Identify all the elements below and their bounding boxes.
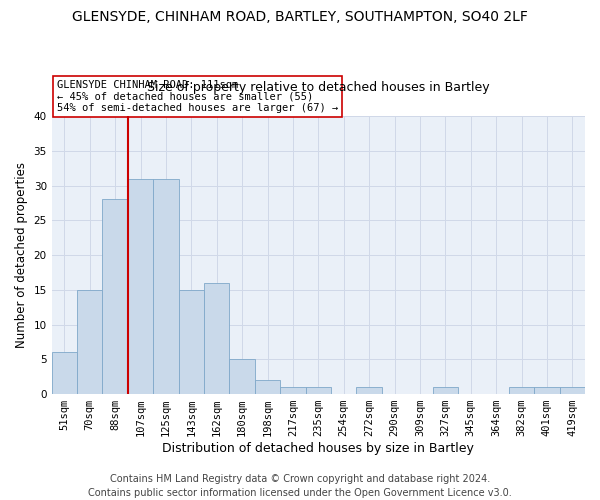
Text: GLENSYDE, CHINHAM ROAD, BARTLEY, SOUTHAMPTON, SO40 2LF: GLENSYDE, CHINHAM ROAD, BARTLEY, SOUTHAM…: [72, 10, 528, 24]
Bar: [534, 387, 560, 394]
Bar: [356, 387, 382, 394]
Bar: [305, 387, 331, 394]
Bar: [560, 387, 585, 394]
Bar: [204, 283, 229, 394]
Bar: [52, 352, 77, 394]
Bar: [179, 290, 204, 394]
Bar: [255, 380, 280, 394]
Bar: [280, 387, 305, 394]
Bar: [153, 178, 179, 394]
Bar: [509, 387, 534, 394]
Bar: [433, 387, 458, 394]
Text: Contains HM Land Registry data © Crown copyright and database right 2024.
Contai: Contains HM Land Registry data © Crown c…: [88, 474, 512, 498]
Title: Size of property relative to detached houses in Bartley: Size of property relative to detached ho…: [147, 81, 490, 94]
Bar: [103, 200, 128, 394]
Bar: [128, 178, 153, 394]
Text: GLENSYDE CHINHAM ROAD: 111sqm
← 45% of detached houses are smaller (55)
54% of s: GLENSYDE CHINHAM ROAD: 111sqm ← 45% of d…: [57, 80, 338, 114]
X-axis label: Distribution of detached houses by size in Bartley: Distribution of detached houses by size …: [163, 442, 474, 455]
Bar: [229, 360, 255, 394]
Y-axis label: Number of detached properties: Number of detached properties: [15, 162, 28, 348]
Bar: [77, 290, 103, 394]
